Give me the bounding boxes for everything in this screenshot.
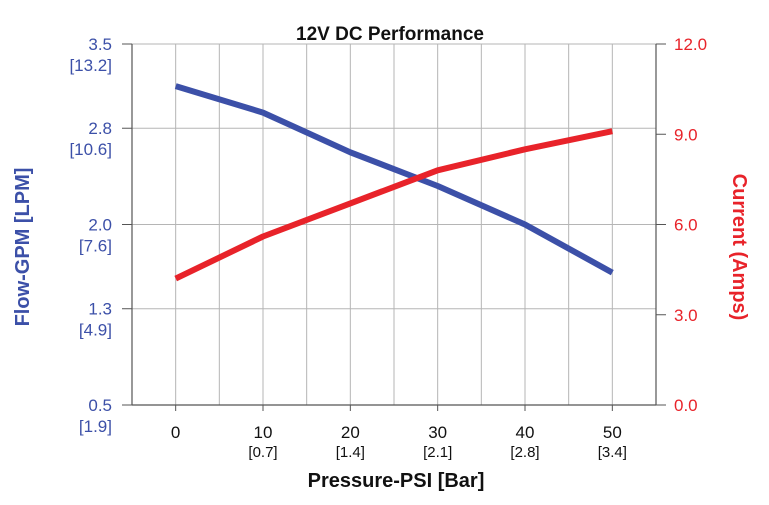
x-tick-label: 40 xyxy=(516,423,535,442)
x-tick-sublabel: [3.4] xyxy=(598,444,627,461)
right-tick-label: 0.0 xyxy=(674,396,698,415)
x-tick-label: 30 xyxy=(428,423,447,442)
left-tick-label: 2.0 xyxy=(88,216,112,235)
left-tick-sublabel: [13.2] xyxy=(69,56,112,75)
left-y-axis-label: Flow-GPM [LPM] xyxy=(12,168,34,327)
left-tick-label: 0.5 xyxy=(88,396,112,415)
left-tick-label: 2.8 xyxy=(88,119,112,138)
left-tick-label: 1.3 xyxy=(88,300,112,319)
x-tick-label: 0 xyxy=(171,423,180,442)
left-tick-label: 3.5 xyxy=(88,35,112,54)
series-lines xyxy=(174,83,614,282)
left-tick-sublabel: [4.9] xyxy=(79,321,112,340)
x-tick-sublabel: [0.7] xyxy=(248,444,277,461)
chart-title: 12V DC Performance xyxy=(296,24,484,45)
tick-labels: 3.5 [13.2] 2.8 [10.6] 2.0 [7.6] 1.3 [4.9] 0.5 [1.… xyxy=(69,35,707,461)
right-tick-label: 3.0 xyxy=(674,306,698,325)
current-series-line xyxy=(174,128,613,282)
x-axis-label: Pressure-PSI [Bar] xyxy=(308,470,485,492)
grid-lines xyxy=(132,43,656,405)
x-tick-sublabel: [2.8] xyxy=(510,444,539,461)
axes xyxy=(122,43,666,411)
left-tick-sublabel: [7.6] xyxy=(79,237,112,256)
left-tick-sublabel: [1.9] xyxy=(79,417,112,436)
right-tick-label: 6.0 xyxy=(674,216,698,235)
right-y-axis-label: Current (Amps) xyxy=(728,174,750,321)
x-tick-sublabel: [2.1] xyxy=(423,444,452,461)
flow-series-line xyxy=(174,83,614,276)
x-tick-label: 10 xyxy=(254,423,273,442)
x-tick-label: 50 xyxy=(603,423,622,442)
x-tick-sublabel: [1.4] xyxy=(336,444,365,461)
right-tick-label: 9.0 xyxy=(674,125,698,144)
right-tick-label: 12.0 xyxy=(674,35,707,54)
left-tick-sublabel: [10.6] xyxy=(69,140,112,159)
x-tick-label: 20 xyxy=(341,423,360,442)
